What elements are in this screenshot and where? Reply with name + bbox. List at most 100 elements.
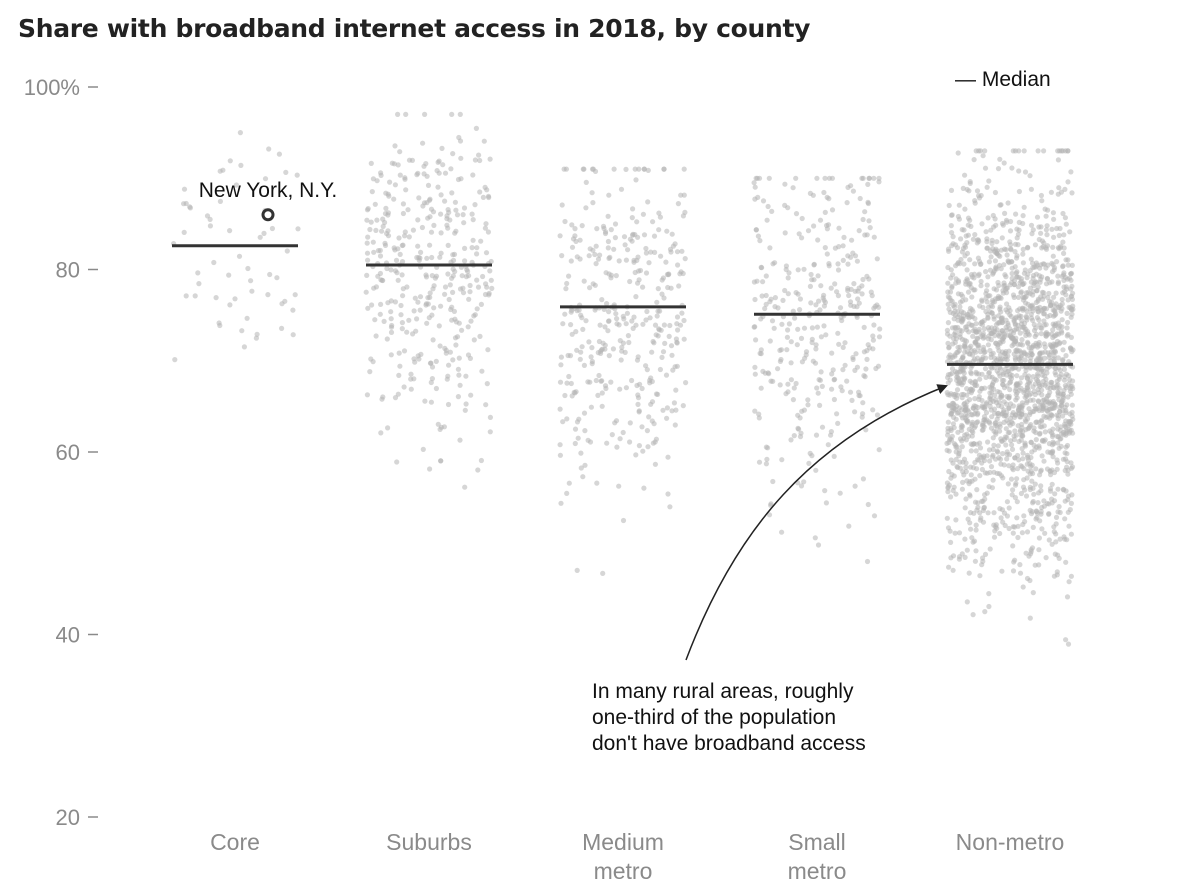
county-dot (1008, 247, 1014, 253)
highlight-label: New York, N.Y. (199, 179, 338, 202)
county-dot (456, 355, 462, 361)
county-dot (403, 187, 409, 193)
county-dot (1043, 333, 1049, 339)
county-dot (1030, 384, 1036, 390)
county-dot (987, 347, 993, 354)
county-dot (979, 397, 985, 404)
county-dot (954, 444, 960, 450)
county-dot (797, 415, 803, 421)
county-dot (385, 210, 391, 216)
county-dot (588, 404, 595, 410)
county-dot (408, 371, 414, 377)
county-dot (771, 325, 777, 331)
county-dot (1021, 148, 1027, 154)
county-dot (983, 374, 989, 380)
county-dot (945, 428, 951, 435)
county-dot (1061, 366, 1067, 372)
county-dot (822, 245, 828, 251)
county-dot (846, 523, 852, 529)
county-dot (572, 226, 578, 232)
county-dot (956, 216, 963, 222)
county-dot (969, 314, 976, 320)
county-dot (1059, 306, 1065, 312)
county-dot (428, 399, 434, 405)
county-dot (1064, 594, 1071, 600)
county-dot (949, 404, 955, 410)
category-label: Medium (582, 829, 664, 855)
county-dot (400, 286, 406, 292)
county-dot (1025, 426, 1031, 432)
county-dot (1008, 313, 1014, 319)
county-dot (573, 238, 579, 244)
county-dot (860, 216, 866, 223)
county-dot (1051, 358, 1058, 364)
county-dot (962, 253, 968, 259)
county-dot (1038, 230, 1044, 236)
county-dot (481, 138, 487, 144)
county-dot (836, 244, 842, 250)
county-dot (1032, 365, 1038, 371)
county-dot (583, 205, 589, 211)
county-dot (274, 275, 280, 281)
county-dot (617, 386, 623, 392)
county-dot (420, 446, 426, 452)
county-dot (778, 356, 784, 363)
county-dot (1062, 374, 1068, 380)
county-dot (828, 429, 835, 435)
county-dot (681, 166, 687, 172)
county-dot (790, 308, 796, 314)
county-dot (991, 224, 997, 230)
county-dot (1061, 277, 1067, 283)
county-dot (457, 382, 463, 388)
county-dot (1046, 354, 1052, 360)
county-dot (633, 177, 639, 183)
county-dot (959, 336, 966, 342)
county-dot (614, 444, 620, 450)
county-dot (970, 236, 977, 242)
county-dot (1009, 343, 1015, 349)
county-dot (999, 235, 1005, 241)
county-dot (1006, 463, 1012, 469)
county-dot (768, 378, 774, 384)
county-dot (953, 456, 959, 463)
county-dot (983, 269, 989, 275)
county-dot (810, 192, 816, 198)
county-dot (593, 243, 599, 249)
county-dot (665, 491, 671, 497)
county-dot (979, 371, 985, 377)
county-dot (645, 167, 651, 173)
county-dot (757, 238, 763, 244)
county-dot (1064, 537, 1070, 543)
county-dot (1008, 476, 1015, 482)
county-dot (659, 291, 665, 297)
county-dot (446, 362, 452, 368)
county-dot (674, 249, 681, 255)
county-dot (487, 268, 493, 274)
county-dot (954, 392, 961, 398)
county-dot (395, 246, 401, 252)
county-dot (374, 217, 380, 223)
county-dot (663, 372, 670, 378)
county-dot (574, 308, 580, 314)
county-dot (643, 317, 649, 323)
county-dot (1055, 157, 1061, 163)
county-dot (846, 292, 852, 299)
county-dot (752, 371, 758, 377)
county-dot (1060, 398, 1066, 404)
county-dot (364, 207, 371, 213)
county-dot (1011, 559, 1017, 565)
county-dot (487, 414, 493, 420)
county-dot (869, 293, 875, 299)
county-dot (1018, 490, 1024, 497)
county-dot (1038, 325, 1044, 331)
county-dot (766, 512, 773, 518)
county-dot (473, 125, 479, 131)
county-dot (948, 475, 954, 481)
county-dot (248, 278, 254, 284)
county-dot (634, 257, 640, 263)
county-dot (654, 299, 660, 305)
county-dot (433, 385, 439, 392)
county-dot (1020, 220, 1026, 227)
county-dot (561, 166, 567, 172)
